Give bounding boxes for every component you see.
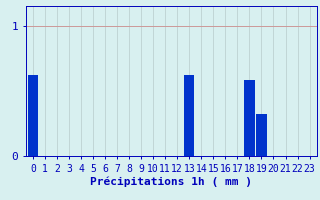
- Bar: [184, 75, 194, 156]
- Bar: [244, 80, 254, 156]
- Bar: [28, 75, 38, 156]
- X-axis label: Précipitations 1h ( mm ): Précipitations 1h ( mm ): [90, 176, 252, 187]
- Bar: [256, 114, 267, 156]
